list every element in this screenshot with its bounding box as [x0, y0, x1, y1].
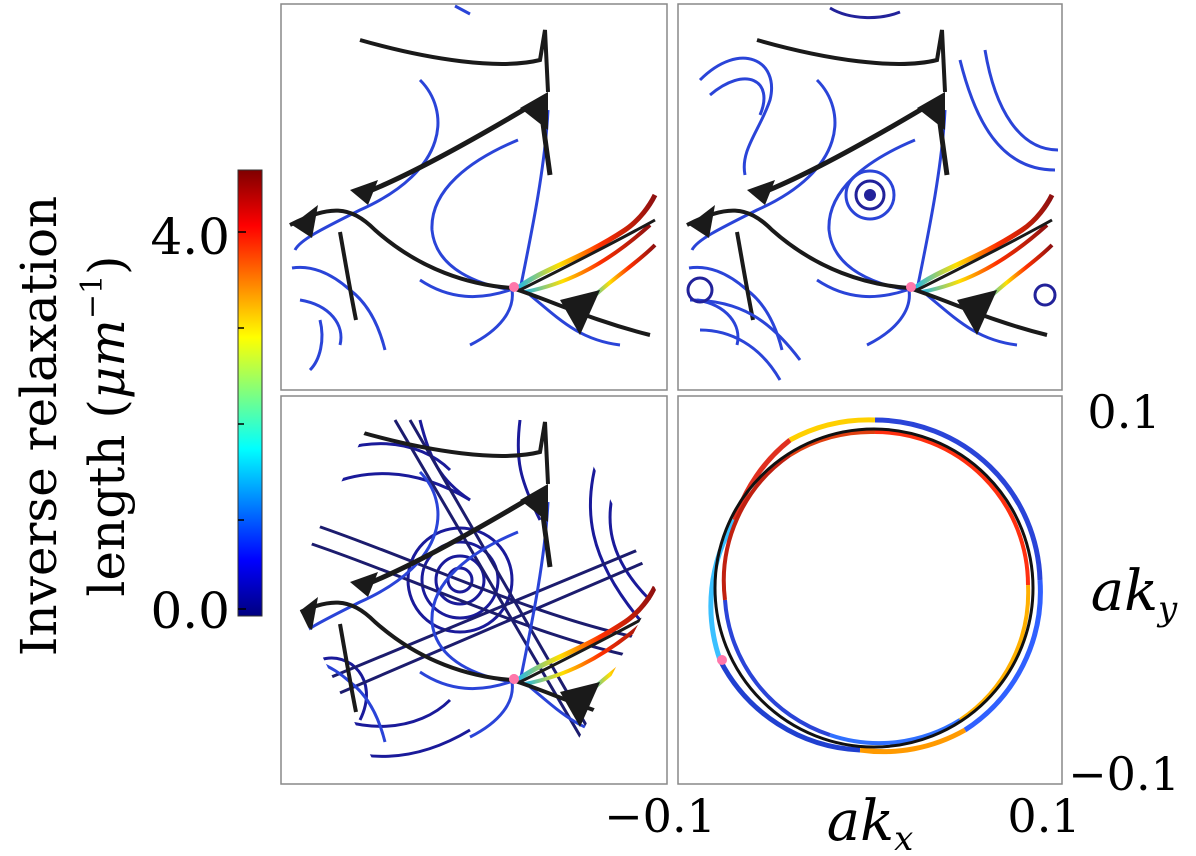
panel-bottom-right: [677, 395, 1063, 785]
ring-plot: [708, 417, 1043, 755]
y-tick-max: 0.1: [1087, 385, 1160, 439]
panel-top-left: [280, 3, 668, 391]
colorbar-tick-max: 4.0: [150, 208, 230, 266]
colorbar-label: Inverse relaxation length (μm−1): [10, 196, 136, 657]
colorbar-tick-min: 0.0: [150, 582, 230, 640]
x-tick-min: −0.1: [604, 789, 716, 843]
panel-bottom-left: [280, 395, 668, 785]
streamlines-top-right: [687, 6, 1059, 381]
x-axis-label: akx: [827, 789, 914, 856]
streamlines-top-left: [290, 4, 655, 372]
y-tick-min: −0.1: [1068, 747, 1180, 801]
x-tick-max: 0.1: [1007, 789, 1080, 843]
colorbar-label-line1: Inverse relaxation: [10, 196, 68, 657]
colorbar-label-line2: length (μm−1): [75, 255, 136, 596]
panel-top-right: [677, 3, 1063, 391]
ring-marker: [717, 655, 727, 665]
colorbar: [237, 169, 263, 617]
y-axis-label: aky: [1091, 559, 1178, 629]
colorbar-ticks: [238, 231, 246, 610]
